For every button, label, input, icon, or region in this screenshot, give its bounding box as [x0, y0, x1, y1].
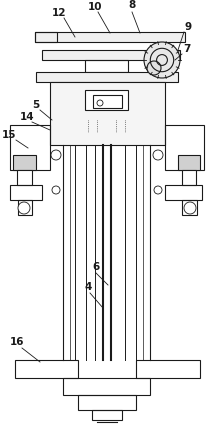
Bar — [63, 378, 150, 395]
Text: 4: 4 — [85, 282, 92, 292]
Bar — [136, 360, 200, 378]
Text: 15: 15 — [2, 130, 16, 140]
Bar — [35, 32, 185, 42]
Circle shape — [18, 202, 30, 214]
Bar — [15, 360, 78, 378]
Bar — [50, 82, 165, 145]
Text: 10: 10 — [88, 2, 103, 12]
Bar — [182, 170, 196, 185]
Text: 5: 5 — [32, 100, 39, 110]
Circle shape — [147, 61, 161, 75]
Text: 7: 7 — [183, 44, 190, 54]
Circle shape — [153, 150, 163, 160]
Circle shape — [184, 202, 196, 214]
Circle shape — [154, 186, 162, 194]
Bar — [13, 155, 36, 170]
Bar — [35, 32, 57, 42]
Bar — [78, 395, 136, 410]
Bar — [93, 95, 122, 108]
Bar — [92, 410, 122, 420]
Bar — [85, 60, 128, 72]
Bar — [85, 90, 128, 110]
Text: 9: 9 — [185, 22, 192, 32]
Bar — [182, 200, 197, 215]
Bar — [165, 185, 202, 200]
Bar — [17, 170, 32, 185]
Circle shape — [51, 150, 61, 160]
Bar — [178, 155, 200, 170]
Bar — [18, 200, 32, 215]
Bar — [165, 125, 204, 170]
Text: 6: 6 — [92, 262, 99, 272]
Bar — [42, 50, 180, 60]
Bar — [36, 72, 178, 82]
Text: 12: 12 — [52, 8, 67, 18]
Text: 16: 16 — [10, 337, 24, 347]
Text: 14: 14 — [20, 112, 35, 122]
Bar — [10, 125, 50, 170]
Circle shape — [144, 42, 180, 78]
Circle shape — [97, 100, 103, 106]
Bar — [10, 185, 42, 200]
Text: 8: 8 — [128, 0, 135, 10]
Circle shape — [52, 186, 60, 194]
